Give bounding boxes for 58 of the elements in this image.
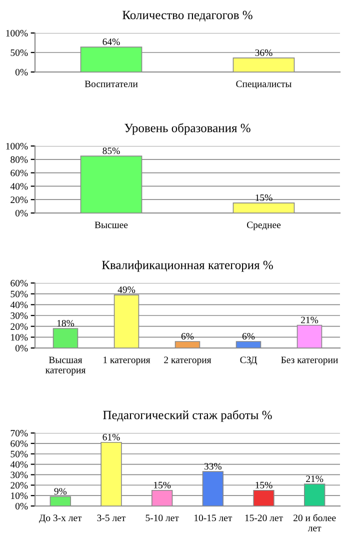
y-tick-label: 60% [10, 440, 28, 447]
y-tick-label: 10% [11, 334, 28, 341]
y-tick-label: 0% [15, 68, 28, 76]
data-label: 6% [242, 332, 255, 340]
x-tick-label: СЗД [240, 356, 257, 366]
x-tick-label: Воспитатели [84, 80, 138, 88]
y-tick-label: 20% [10, 482, 28, 489]
data-label: 36% [255, 49, 272, 56]
x-tick-label: 10-15 лет [194, 514, 232, 522]
data-label: 18% [57, 320, 74, 327]
x-tick-label: 1 категория [104, 356, 150, 366]
y-tick-label: 80% [10, 156, 28, 163]
x-tick-label: Высшее [94, 222, 128, 228]
chart-title: Количество педагогов % [122, 10, 252, 22]
y-tick-label: 40% [10, 461, 28, 468]
data-label: 49% [118, 286, 136, 293]
y-tick-label: 20% [10, 323, 28, 330]
data-label: 61% [102, 434, 120, 440]
x-tick-label: Среднее [246, 222, 281, 230]
y-tick-label: 70% [10, 430, 28, 436]
x-tick-label: Высшая категория [46, 356, 86, 376]
data-label: 33% [204, 463, 222, 470]
y-tick-label: 20% [10, 196, 28, 204]
y-tick-label: 50% [10, 290, 28, 298]
data-label: 15% [256, 482, 272, 488]
data-label: 21% [301, 316, 318, 324]
x-tick-label: 15-20 лет [245, 514, 283, 522]
data-label: 85% [102, 148, 120, 154]
y-tick-label: 50% [10, 450, 28, 458]
data-label: 9% [54, 488, 67, 495]
data-label: 64% [102, 38, 120, 46]
y-tick-label: 30% [10, 472, 28, 478]
chart-title: Педагогический стаж работы % [103, 410, 272, 422]
x-tick-label: Специалисты [236, 80, 292, 89]
data-label: 6% [181, 332, 194, 340]
y-tick-label: 40% [10, 302, 28, 308]
y-tick-label: 0% [15, 210, 28, 216]
y-tick-label: 0% [15, 502, 28, 510]
y-tick-label: 30% [10, 312, 28, 319]
x-tick-label: 3-5 лет [97, 514, 126, 522]
x-tick-label: Без категории [281, 356, 338, 366]
x-tick-label: 20 и более лет [294, 514, 336, 532]
x-tick-label: 5-10 лет [146, 514, 179, 522]
y-tick-label: 60% [10, 280, 28, 286]
y-tick-label: 100% [6, 30, 28, 36]
data-label: 15% [256, 194, 272, 202]
y-tick-label: 40% [10, 183, 28, 190]
chart-title: Квалификационная категория % [102, 260, 273, 272]
y-tick-label: 60% [10, 170, 28, 176]
y-tick-label: 100% [6, 142, 28, 150]
y-tick-label: 0% [15, 344, 28, 352]
data-label: 21% [306, 476, 324, 482]
chart-title: Уровень образования % [124, 123, 250, 135]
y-tick-label: 10% [11, 492, 28, 500]
x-tick-label: 2 категория [164, 356, 212, 366]
x-tick-label: До 3-х лет [39, 514, 82, 524]
y-tick-label: 50% [10, 49, 28, 56]
data-label: 15% [154, 482, 171, 488]
